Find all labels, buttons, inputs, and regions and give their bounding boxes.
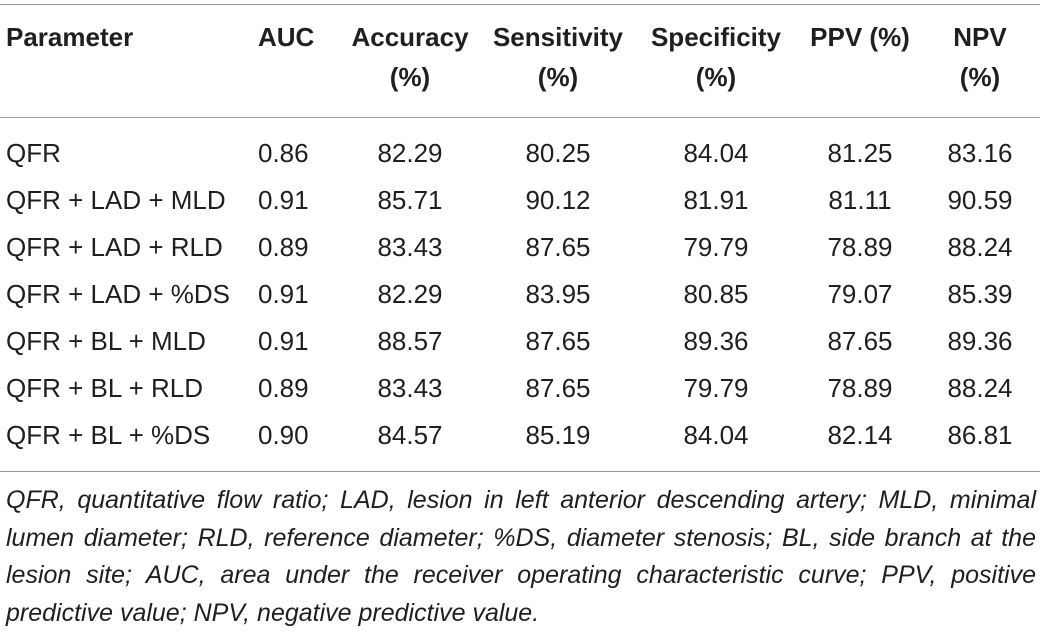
accuracy-cell: 82.29: [377, 279, 443, 309]
specificity-cell: 84.04: [683, 138, 749, 168]
accuracy-cell: 83.43: [377, 373, 443, 403]
npv-cell: 89.36: [947, 326, 1013, 356]
accuracy-cell: 83.43: [377, 232, 443, 262]
sensitivity-cell: 90.12: [525, 185, 591, 215]
table-row: QFR + LAD + %DS 0.91 82.29 83.95 80.85 7…: [0, 271, 1040, 318]
specificity-cell: 81.91: [683, 185, 749, 215]
specificity-cell: 79.79: [683, 232, 749, 262]
specificity-cell: 79.79: [683, 373, 749, 403]
accuracy-cell: 82.29: [377, 138, 443, 168]
sensitivity-cell: 87.65: [525, 232, 591, 262]
header-line2: (%): [537, 62, 579, 92]
header-line1: Sensitivity: [492, 22, 624, 52]
header-line1: Specificity: [650, 22, 782, 52]
table-bottom-rule: [0, 471, 1040, 472]
auc-cell: 0.91: [258, 326, 309, 356]
spacer-row: [0, 117, 1040, 130]
header-line1: Accuracy: [351, 22, 469, 52]
sensitivity-cell: 85.19: [525, 420, 591, 450]
npv-cell: 83.16: [947, 138, 1013, 168]
npv-cell: 86.81: [947, 420, 1013, 450]
results-table: Parameter AUC Accuracy (%) Sensitivity (…: [0, 17, 1040, 459]
ppv-cell: 79.07: [827, 279, 893, 309]
accuracy-cell: 85.71: [377, 185, 443, 215]
auc-cell: 0.89: [258, 232, 309, 262]
sensitivity-cell: 80.25: [525, 138, 591, 168]
table-row: QFR + LAD + MLD 0.91 85.71 90.12 81.91 8…: [0, 177, 1040, 224]
header-line2: (%): [389, 62, 431, 92]
ppv-cell: 82.14: [827, 420, 893, 450]
header-specificity: Specificity (%): [632, 17, 800, 117]
accuracy-cell: 84.57: [377, 420, 443, 450]
parameter-cell: QFR + LAD + RLD: [6, 232, 223, 262]
table-row: QFR + BL + %DS 0.90 84.57 85.19 84.04 82…: [0, 412, 1040, 459]
npv-cell: 90.59: [947, 185, 1013, 215]
auc-cell: 0.91: [258, 185, 309, 215]
table-row: QFR + BL + RLD 0.89 83.43 87.65 79.79 78…: [0, 365, 1040, 412]
parameter-cell: QFR + BL + %DS: [6, 420, 211, 450]
sensitivity-cell: 83.95: [525, 279, 591, 309]
sensitivity-cell: 87.65: [525, 373, 591, 403]
table-header-row: Parameter AUC Accuracy (%) Sensitivity (…: [0, 17, 1040, 117]
sensitivity-cell: 87.65: [525, 326, 591, 356]
header-sensitivity: Sensitivity (%): [484, 17, 632, 117]
table-footnote: QFR, quantitative flow ratio; LAD, lesio…: [6, 486, 1036, 627]
table-row: QFR + LAD + RLD 0.89 83.43 87.65 79.79 7…: [0, 224, 1040, 271]
parameter-cell: QFR + BL + RLD: [6, 373, 203, 403]
header-line1: AUC: [258, 22, 315, 52]
header-line1: PPV (%): [810, 22, 910, 52]
parameter-cell: QFR + LAD + %DS: [6, 279, 230, 309]
specificity-cell: 80.85: [683, 279, 749, 309]
header-npv: NPV (%): [920, 17, 1040, 117]
npv-cell: 85.39: [947, 279, 1013, 309]
ppv-cell: 81.11: [828, 185, 892, 215]
header-line2: (%): [959, 62, 1001, 92]
table-row: QFR 0.86 82.29 80.25 84.04 81.25 83.16: [0, 130, 1040, 177]
ppv-cell: 87.65: [827, 326, 893, 356]
auc-cell: 0.89: [258, 373, 309, 403]
header-line1: NPV: [953, 22, 1007, 52]
spacer-cell: [0, 117, 1040, 130]
auc-cell: 0.86: [258, 138, 309, 168]
auc-cell: 0.91: [258, 279, 309, 309]
parameter-cell: QFR: [6, 138, 61, 168]
header-parameter: Parameter: [0, 17, 256, 117]
accuracy-cell: 88.57: [377, 326, 443, 356]
header-line1: Parameter: [6, 22, 134, 52]
specificity-cell: 84.04: [683, 420, 749, 450]
header-ppv: PPV (%): [800, 17, 920, 117]
header-auc: AUC: [256, 17, 336, 117]
header-divider-rule: [0, 117, 1040, 118]
ppv-cell: 78.89: [827, 373, 893, 403]
header-accuracy: Accuracy (%): [336, 17, 484, 117]
header-line2: (%): [695, 62, 737, 92]
npv-cell: 88.24: [947, 373, 1013, 403]
ppv-cell: 81.25: [827, 138, 893, 168]
table-top-rule: [0, 4, 1040, 5]
parameter-cell: QFR + LAD + MLD: [6, 185, 226, 215]
ppv-cell: 78.89: [827, 232, 893, 262]
specificity-cell: 89.36: [683, 326, 749, 356]
parameter-cell: QFR + BL + MLD: [6, 326, 206, 356]
auc-cell: 0.90: [258, 420, 309, 450]
table-row: QFR + BL + MLD 0.91 88.57 87.65 89.36 87…: [0, 318, 1040, 365]
npv-cell: 88.24: [947, 232, 1013, 262]
